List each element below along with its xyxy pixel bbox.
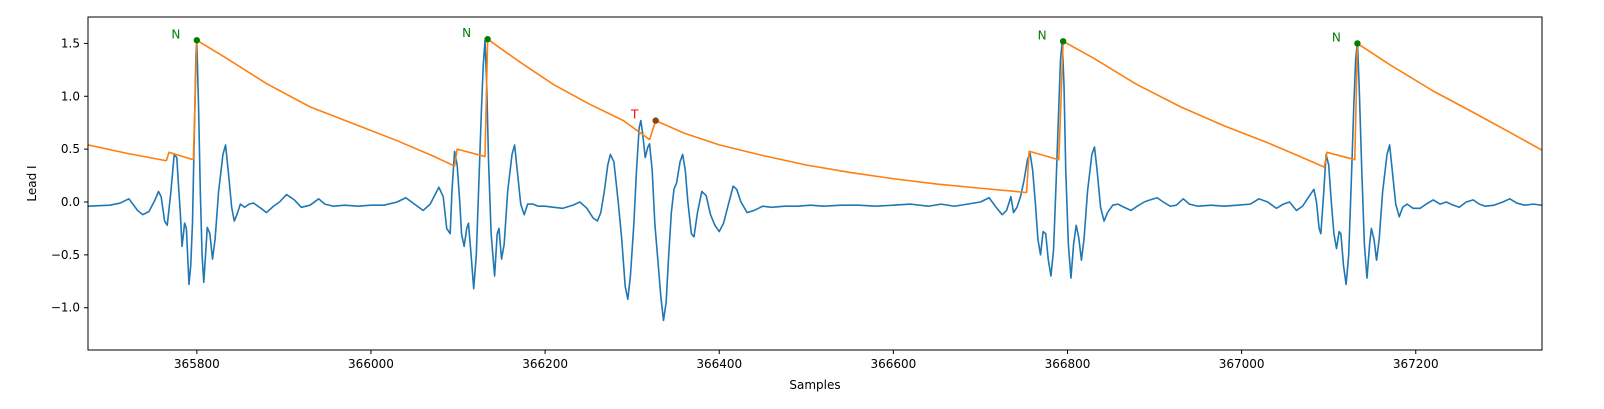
x-tick-label: 366200	[522, 357, 568, 371]
y-tick-label: 1.0	[61, 89, 80, 103]
normal-beat-label: N	[1038, 28, 1047, 42]
envelope-line	[88, 38, 1542, 194]
y-axis: −1.0 −0.5 0.0 0.5 1.0 1.5	[51, 36, 88, 315]
plot-frame	[87, 16, 1543, 351]
normal-beat-marker	[484, 36, 491, 43]
normal-beat-label: N	[171, 27, 180, 41]
y-tick-label: 0.0	[61, 195, 80, 209]
x-tick-label: 365800	[174, 357, 220, 371]
trigger-beat-label: T	[630, 108, 639, 122]
y-tick-label: −0.5	[51, 248, 80, 262]
normal-beat-marker	[1059, 38, 1067, 45]
beat-annotations: N N T N N	[171, 26, 1361, 124]
trigger-beat-marker	[652, 117, 659, 124]
y-tick-label: 0.5	[61, 142, 80, 156]
x-tick-label: 366400	[696, 357, 742, 371]
normal-beat-marker	[1354, 40, 1361, 47]
normal-beat-label: N	[1332, 30, 1341, 44]
x-tick-label: 366000	[348, 357, 394, 371]
y-tick-label: 1.5	[61, 36, 80, 50]
x-tick-label: 366600	[870, 357, 916, 371]
y-tick-label: −1.0	[51, 301, 80, 315]
y-axis-label: Lead I	[25, 165, 39, 201]
normal-beat-label: N	[462, 26, 471, 40]
plot-area	[88, 38, 1542, 322]
x-tick-label: 366800	[1045, 357, 1091, 371]
x-tick-label: 367200	[1393, 357, 1439, 371]
x-axis-label: Samples	[789, 378, 840, 392]
normal-beat-marker	[193, 37, 201, 44]
x-tick-label: 367000	[1219, 357, 1265, 371]
x-axis: 365800 366000 366200 366400 366600 366800 3670…	[174, 350, 1439, 371]
